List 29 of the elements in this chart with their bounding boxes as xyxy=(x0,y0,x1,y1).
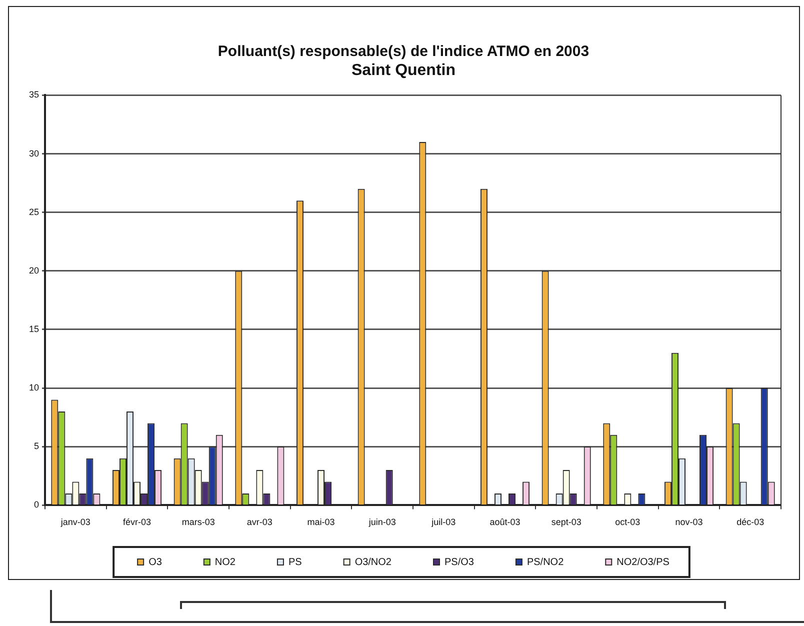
x-tick-label: avr-03 xyxy=(246,517,272,528)
x-tick-label: mai-03 xyxy=(307,517,335,528)
y-tick-label: 15 xyxy=(28,324,40,334)
y-tick-label: 10 xyxy=(28,382,40,393)
y-tick-label: 35 xyxy=(28,90,40,100)
legend-label: NO2 xyxy=(214,556,236,568)
x-tick-label: févr-03 xyxy=(123,517,152,528)
legend-label: PS xyxy=(288,556,302,568)
chart-title: Polluant(s) responsable(s) de l'indice ATMO en 2003 xyxy=(218,43,590,60)
legend-label: O3 xyxy=(148,556,162,568)
legend-label: NO2/O3/PS xyxy=(616,556,670,568)
legend-label: PS/O3 xyxy=(444,556,474,568)
x-tick-label: sept-03 xyxy=(551,517,582,528)
legend-label: PS/NO2 xyxy=(526,556,564,568)
chart-subtitle: Saint Quentin xyxy=(352,62,456,80)
x-tick-label: nov-03 xyxy=(675,517,703,528)
y-tick-label: 0 xyxy=(34,500,40,510)
y-tick-label: 30 xyxy=(28,148,40,158)
x-tick-label: mars-03 xyxy=(182,517,215,528)
x-tick-label: août-03 xyxy=(490,517,520,528)
x-tick-label: oct-03 xyxy=(615,517,640,528)
x-tick-label: juin-03 xyxy=(368,517,396,528)
x-tick-label: janv-03 xyxy=(60,517,90,528)
x-tick-label: déc-03 xyxy=(736,517,764,528)
x-tick-label: juil-03 xyxy=(430,517,456,528)
y-tick-label: 20 xyxy=(28,265,40,276)
y-tick-label: 25 xyxy=(28,206,40,217)
legend-label: O3/NO2 xyxy=(354,556,392,568)
y-tick-label: 5 xyxy=(34,441,40,452)
